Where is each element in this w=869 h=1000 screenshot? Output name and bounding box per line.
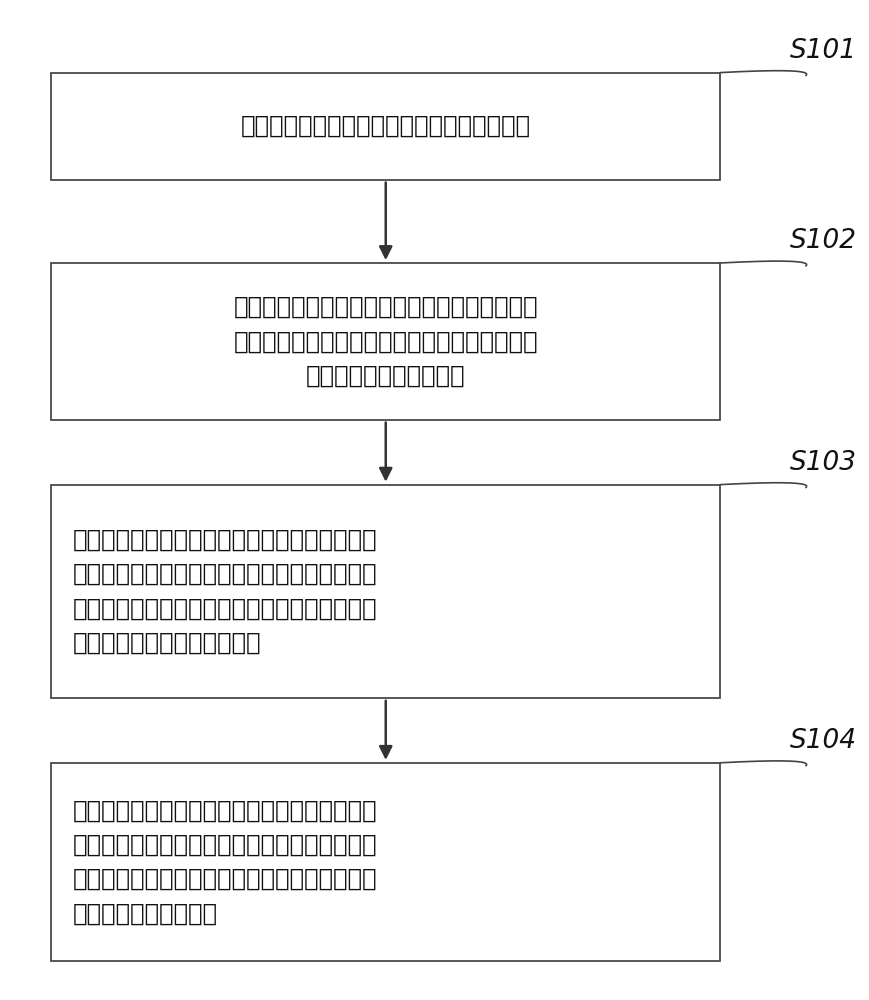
Text: 若功率转带工况类型为非自销纳工况，则控制非
故障极中弧岛侧换流站运行于满发状态，并控制
风电场增载运行，以在故障切除后通过非故障极
中弧岛侧换流站与风机: 若功率转带工况类型为非自销纳工况，则控制非 故障极中弧岛侧换流站运行于满发状态，…: [73, 798, 377, 926]
Text: S103: S103: [790, 450, 857, 476]
Bar: [51, 485, 720, 698]
Text: S101: S101: [790, 38, 857, 64]
Text: S104: S104: [790, 728, 857, 754]
Text: 分断故障极中弧岛侧的直流断路器以切除故障: 分断故障极中弧岛侧的直流断路器以切除故障: [241, 114, 531, 138]
Text: S102: S102: [790, 228, 857, 254]
Text: 基于非故障极中弧岛侧换流站的额定容量以及非
故障极中弧岛侧换流站稳态运行时传输的有功功
率确定功率转带工况类型: 基于非故障极中弧岛侧换流站的额定容量以及非 故障极中弧岛侧换流站稳态运行时传输的…: [234, 295, 538, 388]
Bar: [51, 73, 720, 180]
Bar: [51, 763, 720, 961]
Text: 若功率转带工况类型为自销纳工况，则控制非故
障极中弧岛侧换流站提升输出功率，以在故障切
除后通过非故障极中弧岛侧换流站转带故障极中
孤岛侧换流站的全部有功功率: 若功率转带工况类型为自销纳工况，则控制非故 障极中弧岛侧换流站提升输出功率，以在…: [73, 528, 377, 655]
Bar: [51, 263, 720, 420]
